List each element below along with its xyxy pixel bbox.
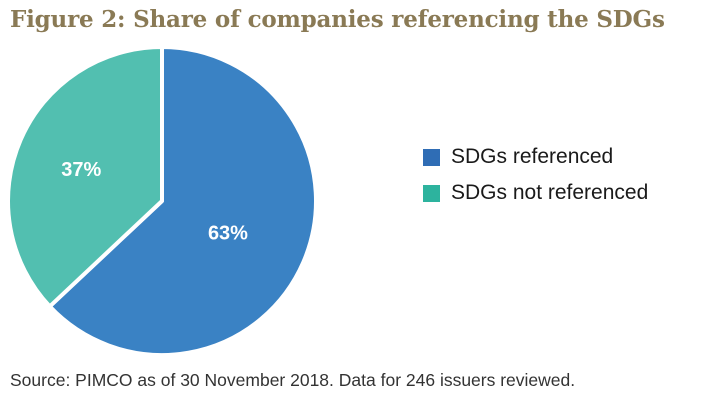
figure-title: Figure 2: Share of companies referencing…: [10, 6, 665, 33]
pie-slice-sdgs-referenced: [47, 45, 318, 357]
pie-label-sdgs-referenced: 63%: [208, 223, 248, 245]
legend-swatch-not-referenced: [423, 184, 440, 202]
source-note: Source: PIMCO as of 30 November 2018. Da…: [10, 370, 576, 390]
pie-slice-sdgs-not-referenced: [6, 45, 164, 309]
legend-label-not-referenced: SDGs not referenced: [451, 181, 649, 204]
pie-label-sdgs-not-referenced: 37%: [61, 159, 101, 181]
legend-item-not-referenced: SDGs not referenced: [423, 175, 648, 211]
legend-swatch-referenced: [423, 148, 440, 166]
pie-labels-group: 63% 37%: [61, 159, 248, 245]
chart-legend: SDGs referenced SDGs not referenced: [423, 139, 648, 211]
legend-label-referenced: SDGs referenced: [451, 145, 614, 168]
pie-slices-group: [6, 45, 318, 357]
legend-item-referenced: SDGs referenced: [423, 139, 648, 175]
